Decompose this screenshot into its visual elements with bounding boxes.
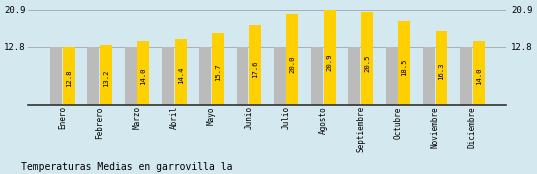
Bar: [88, 47, 99, 105]
Bar: [398, 21, 410, 105]
Bar: [249, 25, 261, 105]
Bar: [286, 14, 299, 105]
Text: Temperaturas Medias en garrovilla la: Temperaturas Medias en garrovilla la: [21, 162, 233, 172]
Text: 20.9: 20.9: [326, 53, 333, 71]
Bar: [311, 47, 323, 105]
Bar: [423, 47, 435, 105]
Bar: [50, 47, 62, 105]
Text: 14.4: 14.4: [178, 67, 184, 84]
Bar: [361, 12, 373, 105]
Bar: [212, 33, 224, 105]
Text: 15.7: 15.7: [215, 64, 221, 81]
Bar: [436, 31, 447, 105]
Bar: [349, 47, 360, 105]
Bar: [274, 47, 286, 105]
Bar: [460, 47, 472, 105]
Text: 20.5: 20.5: [364, 54, 370, 72]
Bar: [236, 47, 249, 105]
Bar: [175, 39, 186, 105]
Bar: [125, 47, 136, 105]
Bar: [63, 47, 75, 105]
Text: 14.0: 14.0: [476, 68, 482, 85]
Text: 20.0: 20.0: [289, 55, 295, 73]
Text: 14.0: 14.0: [140, 68, 147, 85]
Text: 17.6: 17.6: [252, 60, 258, 78]
Bar: [100, 45, 112, 105]
Bar: [324, 10, 336, 105]
Bar: [473, 41, 485, 105]
Text: 16.3: 16.3: [439, 63, 445, 80]
Bar: [137, 41, 149, 105]
Bar: [162, 47, 174, 105]
Text: 18.5: 18.5: [401, 58, 407, 76]
Text: 13.2: 13.2: [103, 69, 109, 86]
Bar: [199, 47, 211, 105]
Bar: [386, 47, 397, 105]
Text: 12.8: 12.8: [66, 70, 72, 87]
